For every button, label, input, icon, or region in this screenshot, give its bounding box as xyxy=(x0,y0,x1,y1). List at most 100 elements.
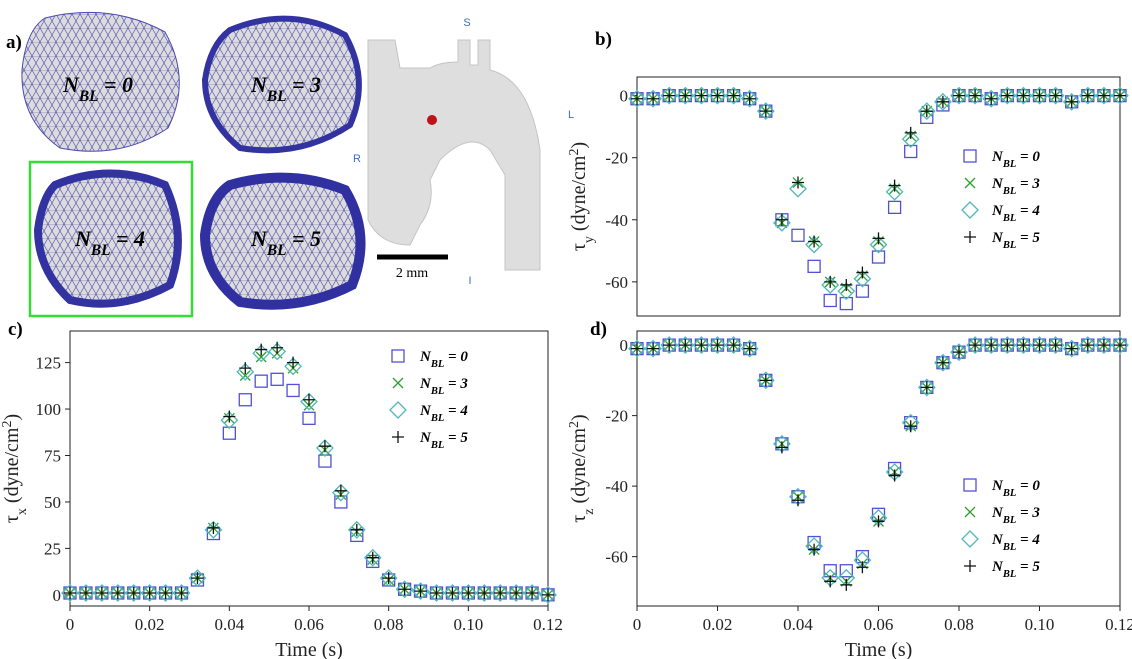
marker-diamond xyxy=(676,336,695,355)
x-tick-label: 0.10 xyxy=(1025,615,1055,634)
marker-diamond xyxy=(724,336,743,355)
marker-plus xyxy=(663,89,676,102)
marker-plus xyxy=(478,586,491,599)
y-axis-label: τx (dyne/cm2) xyxy=(0,414,30,523)
marker-plus xyxy=(366,551,379,564)
chart: c) 0 25 50 75 100 125 0 0.02 0.04 0.06 0.08 0.10 0.12… xyxy=(0,319,563,659)
y-tick-label: 25 xyxy=(44,539,61,558)
marker-diamond xyxy=(740,89,759,108)
x-tick-label: 0 xyxy=(66,615,75,634)
marker-plus xyxy=(1033,89,1046,102)
marker-diamond xyxy=(124,584,143,602)
marker-diamond xyxy=(982,89,1001,108)
marker-diamond xyxy=(933,353,952,372)
mesh-0: NBL = 0 xyxy=(21,11,180,152)
marker-plus xyxy=(711,89,724,102)
x-axis-label: Time (s) xyxy=(845,639,913,659)
marker-diamond xyxy=(692,86,711,105)
marker-plus xyxy=(727,89,740,102)
x-tick-label: 0.06 xyxy=(864,615,894,634)
marker-diamond xyxy=(77,584,95,602)
marker-diamond xyxy=(1030,336,1049,355)
marker-diamond xyxy=(933,92,952,111)
marker-plus xyxy=(985,92,998,105)
series xyxy=(61,342,557,604)
legend-label: NBL = 4 xyxy=(419,403,468,424)
marker-plus xyxy=(494,586,507,599)
marker-diamond xyxy=(1014,336,1033,355)
marker-diamond xyxy=(427,584,446,602)
legend-label: NBL = 0 xyxy=(419,349,468,370)
legend-marker xyxy=(964,560,976,572)
legend-label: NBL = 5 xyxy=(991,559,1040,580)
marker-diamond xyxy=(204,520,223,539)
y-tick-label: 100 xyxy=(36,400,62,419)
legend-marker xyxy=(963,478,977,492)
marker-plus xyxy=(904,420,917,433)
marker-square xyxy=(286,383,300,398)
chart: b) 0 -20 -40 -60 τy (dyne/cm2) NBL = 0 NBL = 3 N… xyxy=(567,29,1129,317)
y-tick-label: -40 xyxy=(605,211,628,230)
marker-square xyxy=(270,372,284,386)
legend-marker xyxy=(964,231,976,243)
marker-diamond xyxy=(756,371,775,390)
marker-plus xyxy=(111,586,124,599)
panel-label: a) xyxy=(6,32,22,53)
x-tick-label: 0.04 xyxy=(214,615,244,634)
series xyxy=(631,89,1126,291)
marker-square xyxy=(254,374,268,388)
legend-label: NBL = 3 xyxy=(991,505,1040,526)
orientation-label: I xyxy=(468,275,471,287)
marker-square xyxy=(318,454,332,468)
marker-plus xyxy=(743,342,756,355)
marker-plus xyxy=(382,572,395,585)
marker-diamond xyxy=(692,336,711,355)
marker-plus xyxy=(414,585,427,598)
marker-plus xyxy=(175,586,188,599)
panel-label: b) xyxy=(595,29,612,50)
marker-diamond xyxy=(379,569,398,588)
marker-diamond xyxy=(740,339,759,358)
marker-plus xyxy=(631,92,643,105)
marker-diamond xyxy=(1030,86,1049,105)
marker-plus xyxy=(350,523,363,536)
marker-plus xyxy=(888,179,901,192)
plot-frame xyxy=(636,330,1121,607)
marker-square xyxy=(222,426,236,440)
marker-diamond xyxy=(1094,336,1113,355)
marker-diamond xyxy=(475,584,494,602)
marker-diamond xyxy=(1046,336,1065,355)
marker-diamond xyxy=(459,584,478,602)
orientation-label: R xyxy=(353,153,361,165)
marker-diamond xyxy=(950,86,968,105)
marker-plus xyxy=(663,339,676,352)
marker-plus xyxy=(969,339,982,352)
legend-label: NBL = 5 xyxy=(991,230,1040,251)
marker-plus xyxy=(526,586,539,599)
marker-plus xyxy=(462,586,475,599)
x-tick-label: 0 xyxy=(633,615,642,634)
marker-square xyxy=(238,393,252,407)
legend-marker xyxy=(392,377,404,389)
y-tick-label: 75 xyxy=(44,446,61,465)
marker-plus xyxy=(985,339,998,352)
marker-diamond xyxy=(853,269,872,288)
marker-plus xyxy=(127,586,140,599)
legend-marker xyxy=(964,177,976,189)
marker-diamond xyxy=(1078,86,1097,105)
marker-diamond xyxy=(756,102,775,121)
marker-diamond xyxy=(188,569,207,588)
marker-plus xyxy=(1081,339,1094,352)
legend-label: NBL = 0 xyxy=(991,478,1040,499)
plot-frame xyxy=(636,76,1121,317)
marker-plus xyxy=(969,89,982,102)
marker-plus xyxy=(904,126,917,139)
marker-diamond xyxy=(140,584,159,602)
x-tick-label: 0.08 xyxy=(374,615,404,634)
x-tick-label: 0.08 xyxy=(944,615,974,634)
marker-square xyxy=(871,250,886,264)
marker-plus xyxy=(775,441,788,454)
legend-label: NBL = 4 xyxy=(991,203,1040,224)
x-tick-label: 0.02 xyxy=(703,615,733,634)
marker-plus xyxy=(840,278,853,291)
